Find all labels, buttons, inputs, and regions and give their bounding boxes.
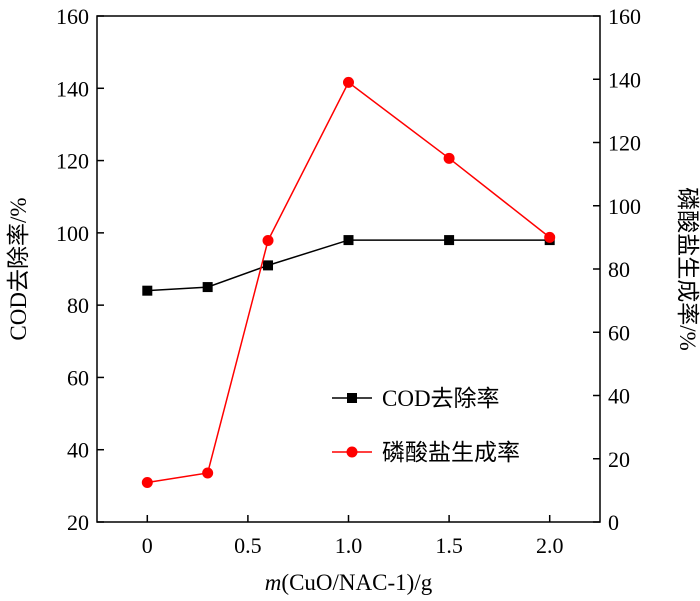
y-left-tick-label: 60 [67, 365, 89, 390]
y-right-tick-label: 0 [608, 510, 619, 535]
axes: 0 0.5 1.0 1.5 2.0 20 40 60 80 100 120 140 160 0 20 40 60… [6, 4, 700, 595]
y-right-tick-label: 60 [608, 320, 630, 345]
y-left-tick-label: 20 [67, 510, 89, 535]
y-right-tick-label: 100 [608, 194, 641, 219]
series-layer [141, 76, 556, 488]
y-right-axis-title: 磷酸盐生成率/% [675, 187, 700, 351]
x-tick-label: 0.5 [234, 533, 262, 558]
legend-marker-1 [346, 446, 358, 458]
x-axis-title-rest: (CuO/NAC-1)/g [281, 570, 432, 595]
y-left-tick-label: 100 [56, 221, 89, 246]
y-right-tick-label: 80 [608, 257, 630, 282]
x-axis-title: m(CuO/NAC-1)/g [265, 570, 433, 595]
legend-label-0: COD去除率 [382, 386, 500, 411]
series-point-0 [263, 260, 274, 271]
y-right-tick-label: 20 [608, 447, 630, 472]
series-point-0 [343, 235, 354, 246]
series-point-1 [262, 235, 274, 247]
y-right-tick-label: 160 [608, 4, 641, 29]
y-left-tick-label: 120 [56, 149, 89, 174]
series-point-0 [142, 285, 153, 296]
y-right-tick-label: 140 [608, 67, 641, 92]
x-tick-label: 2.0 [536, 533, 564, 558]
y-left-tick-label: 80 [67, 293, 89, 318]
series-point-0 [444, 235, 455, 246]
series-line-0 [147, 239, 550, 292]
legend-label-1: 磷酸盐生成率 [382, 440, 520, 465]
y-left-tick-label: 160 [56, 4, 89, 29]
legend-marker-0 [347, 393, 357, 403]
series-point-1 [202, 467, 214, 479]
series-point-1 [343, 76, 354, 88]
y-left-tick-label: 40 [67, 438, 89, 463]
y-left-axis-title: COD去除率/% [6, 197, 31, 340]
y-right-tick-label: 120 [608, 131, 641, 156]
x-tick-label: 1.5 [435, 533, 463, 558]
plot-frame [96, 15, 601, 523]
series-line-1 [147, 81, 551, 484]
series-point-1 [443, 152, 455, 164]
series-point-1 [544, 231, 556, 243]
series-point-0 [202, 282, 213, 293]
series-point-1 [141, 476, 153, 488]
x-axis-title-italic: m [265, 570, 282, 595]
y-left-tick-label: 140 [56, 76, 89, 101]
x-tick-label: 0 [142, 533, 153, 558]
y-right-tick-label: 40 [608, 384, 630, 409]
x-tick-label: 1.0 [335, 533, 363, 558]
